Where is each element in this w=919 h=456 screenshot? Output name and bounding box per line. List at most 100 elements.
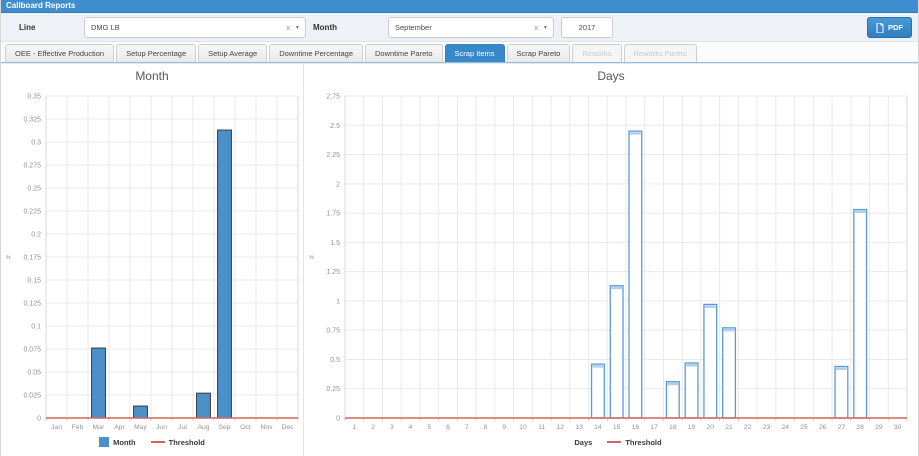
- svg-text:0.25: 0.25: [27, 186, 41, 193]
- svg-text:27: 27: [838, 424, 846, 431]
- year-input[interactable]: [561, 17, 613, 38]
- svg-text:1.25: 1.25: [326, 269, 340, 276]
- svg-text:Feb: Feb: [72, 424, 84, 431]
- tab-reworks: Reworks: [572, 44, 621, 62]
- svg-text:2.25: 2.25: [326, 152, 340, 159]
- month-select-value: September: [395, 23, 534, 32]
- pdf-export-button[interactable]: PDF: [867, 17, 912, 38]
- clear-icon[interactable]: x: [286, 23, 290, 32]
- svg-text:Jul: Jul: [178, 424, 187, 431]
- line-select-value: DMG LB: [91, 23, 286, 32]
- svg-text:18: 18: [669, 424, 677, 431]
- month-label: Month: [313, 23, 337, 32]
- svg-text:2: 2: [336, 181, 340, 188]
- legend-white-swatch: [560, 437, 570, 447]
- svg-text:2.75: 2.75: [326, 94, 340, 101]
- svg-text:17: 17: [650, 424, 658, 431]
- days-chart-title: Days: [304, 69, 918, 85]
- tab-setup-average[interactable]: Setup Average: [198, 44, 267, 62]
- svg-text:0.35: 0.35: [27, 94, 41, 101]
- svg-text:0.3: 0.3: [31, 140, 41, 147]
- svg-text:2.5: 2.5: [330, 123, 340, 130]
- legend-item-threshold: Threshold: [151, 438, 205, 447]
- svg-text:May: May: [134, 424, 147, 431]
- svg-text:5: 5: [427, 424, 431, 431]
- svg-text:0.25: 0.25: [326, 386, 340, 393]
- svg-text:22: 22: [744, 424, 752, 431]
- callboard-reports-window: Callboard Reports Line DMG LB x ▾ Month …: [0, 0, 919, 456]
- svg-text:#: #: [309, 255, 316, 259]
- page-title: Callboard Reports: [6, 1, 75, 10]
- days-chart-legend: Days Threshold: [304, 435, 918, 449]
- svg-text:1.5: 1.5: [330, 240, 340, 247]
- tab-oee-effective-production[interactable]: OEE - Effective Production: [5, 44, 114, 62]
- svg-text:8: 8: [484, 424, 488, 431]
- svg-text:4: 4: [409, 424, 413, 431]
- svg-text:0: 0: [336, 416, 340, 423]
- svg-text:1: 1: [352, 424, 356, 431]
- svg-text:11: 11: [538, 424, 545, 431]
- legend-filled-swatch: [99, 437, 109, 447]
- tab-scrap-items[interactable]: Scrap Items: [445, 44, 505, 62]
- app-header: Callboard Reports: [1, 0, 918, 13]
- svg-text:0.025: 0.025: [23, 393, 41, 400]
- svg-text:1.75: 1.75: [326, 211, 340, 218]
- month-chart-title: Month: [1, 69, 303, 85]
- legend-label: Threshold: [169, 438, 205, 447]
- svg-text:6: 6: [446, 424, 450, 431]
- legend-line-swatch: [151, 441, 165, 443]
- month-chart-legend: Month Threshold: [1, 435, 303, 449]
- svg-text:0.075: 0.075: [23, 347, 41, 354]
- tab-scrap-pareto[interactable]: Scrap Pareto: [507, 44, 571, 62]
- svg-text:Nov: Nov: [260, 424, 273, 431]
- svg-text:19: 19: [688, 424, 696, 431]
- report-tabs: OEE - Effective ProductionSetup Percenta…: [1, 42, 918, 63]
- svg-text:25: 25: [800, 424, 808, 431]
- tab-reworks-pareto: Reworks Pareto: [624, 44, 697, 62]
- svg-text:26: 26: [819, 424, 827, 431]
- legend-item-threshold: Threshold: [607, 438, 661, 447]
- chevron-down-icon[interactable]: ▾: [296, 24, 299, 31]
- month-select[interactable]: September x ▾: [388, 17, 554, 38]
- legend-item-month: Month: [99, 437, 136, 447]
- charts-area: Month 00.0250.050.0750.10.1250.150.1750.…: [1, 63, 918, 456]
- legend-label: Threshold: [625, 438, 661, 447]
- svg-text:12: 12: [557, 424, 565, 431]
- filter-toolbar: Line DMG LB x ▾ Month September x ▾ PDF: [1, 13, 918, 42]
- svg-text:Apr: Apr: [114, 424, 125, 431]
- legend-label: Month: [113, 438, 136, 447]
- svg-text:2: 2: [371, 424, 375, 431]
- svg-text:15: 15: [613, 424, 621, 431]
- svg-text:Aug: Aug: [197, 424, 209, 431]
- tab-downtime-percentage[interactable]: Downtime Percentage: [269, 44, 363, 62]
- svg-text:16: 16: [632, 424, 640, 431]
- svg-text:0.175: 0.175: [23, 255, 41, 262]
- pdf-icon: [876, 23, 884, 33]
- svg-text:14: 14: [594, 424, 602, 431]
- svg-text:Jun: Jun: [156, 424, 167, 431]
- svg-text:28: 28: [856, 424, 864, 431]
- clear-icon[interactable]: x: [534, 23, 538, 32]
- svg-text:Oct: Oct: [240, 424, 251, 431]
- svg-text:9: 9: [502, 424, 506, 431]
- svg-text:0.1: 0.1: [31, 324, 41, 331]
- svg-text:23: 23: [763, 424, 771, 431]
- days-chart-panel: Days 00.250.50.7511.251.51.7522.252.52.7…: [304, 63, 918, 456]
- month-bar-chart: 00.0250.050.0750.10.1250.150.1750.20.225…: [1, 85, 303, 435]
- chevron-down-icon[interactable]: ▾: [544, 24, 547, 31]
- svg-text:20: 20: [707, 424, 715, 431]
- svg-text:0.125: 0.125: [23, 301, 41, 308]
- svg-text:3: 3: [390, 424, 394, 431]
- svg-text:0.325: 0.325: [23, 117, 41, 124]
- legend-line-swatch: [607, 441, 621, 443]
- legend-item-days: Days: [560, 437, 592, 447]
- svg-text:10: 10: [519, 424, 527, 431]
- tab-downtime-pareto[interactable]: Downtime Pareto: [365, 44, 443, 62]
- tab-setup-percentage[interactable]: Setup Percentage: [116, 44, 196, 62]
- svg-text:30: 30: [894, 424, 902, 431]
- svg-text:#: #: [6, 255, 13, 259]
- line-select[interactable]: DMG LB x ▾: [84, 17, 306, 38]
- svg-text:0.05: 0.05: [27, 370, 41, 377]
- svg-text:Mar: Mar: [93, 424, 105, 431]
- days-bar-chart: 00.250.50.7511.251.51.7522.252.52.751234…: [304, 85, 918, 435]
